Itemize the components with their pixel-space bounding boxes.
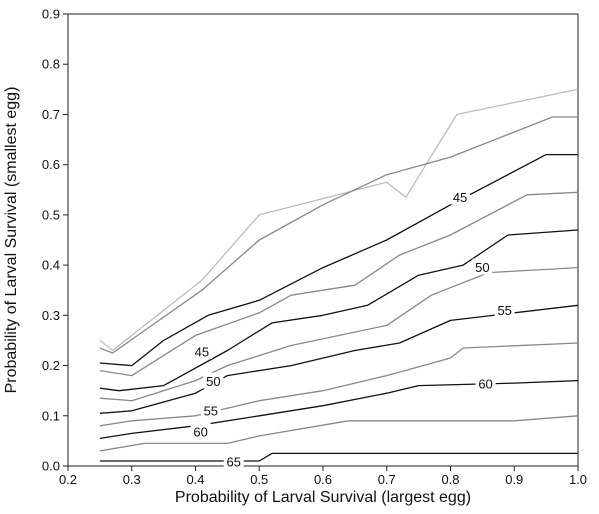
contour-label: 50 — [475, 260, 489, 275]
contour-line — [99, 266, 579, 402]
contour-label-bg — [450, 188, 471, 205]
contour-label-bg — [203, 372, 224, 389]
contour-line — [99, 191, 579, 377]
x-tick-label: 0.2 — [59, 472, 77, 487]
contour-label: 65 — [227, 454, 241, 469]
y-tick-label: 0.3 — [42, 308, 60, 323]
x-tick-label: 0.4 — [186, 472, 204, 487]
y-tick-label: 0.2 — [42, 358, 60, 373]
contour-line — [99, 304, 579, 414]
contour-label-bg — [472, 258, 493, 275]
x-tick-label: 0.9 — [505, 472, 523, 487]
contour-line — [99, 229, 579, 392]
contour-labels: 45 50 55 60 65 45 50 55 60 — [190, 188, 515, 469]
x-tick-label: 0.6 — [314, 472, 332, 487]
x-tick-label: 0.3 — [123, 472, 141, 487]
contour-label-bg — [223, 452, 244, 469]
y-tick-label: 0.9 — [42, 7, 60, 22]
x-axis-ticks: 0.2 0.3 0.4 0.5 0.6 0.7 0.8 0.9 1.0 — [59, 466, 587, 487]
y-tick-label: 0.5 — [42, 207, 60, 222]
y-tick-label: 0.0 — [42, 459, 60, 474]
y-tick-label: 0.8 — [42, 57, 60, 72]
y-axis-title: Probability of Larval Survival (smallest… — [3, 87, 20, 394]
contour-label: 55 — [497, 303, 511, 318]
y-axis-ticks: 0.0 0.1 0.2 0.3 0.4 0.5 0.6 0.7 0.8 0.9 — [42, 7, 68, 474]
y-tick-label: 0.1 — [42, 408, 60, 423]
contour-line — [99, 116, 578, 354]
x-tick-label: 0.7 — [378, 472, 396, 487]
x-tick-label: 1.0 — [569, 472, 587, 487]
x-tick-label: 0.8 — [441, 472, 459, 487]
contour-label-bg — [475, 375, 496, 392]
y-tick-label: 0.6 — [42, 157, 60, 172]
contour-line — [99, 153, 578, 367]
x-tick-label: 0.5 — [250, 472, 268, 487]
x-axis-title: Probability of Larval Survival (largest … — [175, 489, 471, 506]
contour-line — [99, 342, 579, 427]
contour-label-bg — [494, 301, 515, 318]
contour-label: 60 — [478, 377, 492, 392]
contour-lines — [99, 88, 579, 462]
contour-label: 50 — [206, 374, 220, 389]
contour-line — [99, 88, 579, 352]
contour-label: 60 — [193, 424, 207, 439]
contour-line — [99, 415, 579, 452]
contour-label-bg — [191, 342, 212, 359]
y-tick-label: 0.7 — [42, 107, 60, 122]
contour-label-bg — [200, 401, 221, 418]
contour-label-bg — [190, 422, 211, 439]
contour-label: 55 — [204, 403, 218, 418]
contour-line — [99, 452, 578, 462]
y-tick-label: 0.4 — [42, 258, 60, 273]
contour-label: 45 — [195, 344, 209, 359]
contour-label: 45 — [453, 190, 467, 205]
